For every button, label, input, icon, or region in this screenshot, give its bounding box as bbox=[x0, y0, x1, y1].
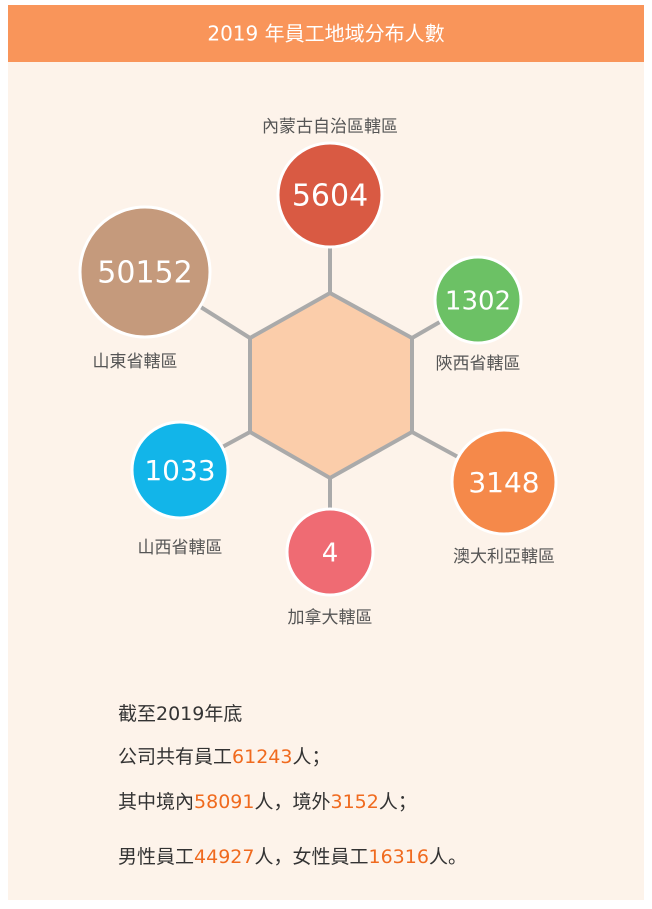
summary-line: 公司共有員工61243人； bbox=[118, 746, 330, 768]
node-value: 50152 bbox=[97, 256, 192, 291]
node-label: 山東省轄區 bbox=[93, 352, 178, 372]
summary: 截至2019年底公司共有員工61243人；其中境內58091人，境外3152人；… bbox=[118, 703, 467, 868]
node-circle bbox=[450, 428, 558, 536]
node-circle bbox=[276, 141, 384, 249]
highlight-number: 58091 bbox=[194, 791, 254, 813]
node-value: 3148 bbox=[468, 466, 539, 499]
summary-text: 人，境外 bbox=[254, 791, 330, 813]
summary-text: 截至2019年底 bbox=[118, 703, 242, 725]
node-circle bbox=[433, 255, 523, 345]
node-value: 1033 bbox=[144, 454, 215, 487]
header-band bbox=[8, 5, 644, 62]
hexagon bbox=[248, 290, 414, 481]
summary-text: 其中境內 bbox=[118, 791, 194, 813]
summary-text: 人； bbox=[292, 746, 330, 768]
nodes: 5604 內蒙古自治區轄區 1302 陝西省轄區 3148 澳大利亞轄區 4 加拿大轄區 103… bbox=[78, 117, 558, 628]
summary-line: 其中境內58091人，境外3152人； bbox=[118, 791, 417, 813]
summary-text: 人。 bbox=[429, 846, 467, 868]
node-label: 澳大利亞轄區 bbox=[453, 547, 555, 567]
highlight-number: 3152 bbox=[330, 791, 378, 813]
summary-text: 公司共有員工 bbox=[118, 746, 232, 768]
summary-line: 男性員工44927人，女性員工16316人。 bbox=[118, 846, 467, 868]
highlight-number: 16316 bbox=[368, 846, 428, 868]
node-circle bbox=[130, 420, 230, 520]
node-value: 4 bbox=[322, 539, 339, 569]
summary-line: 截至2019年底 bbox=[118, 703, 242, 725]
highlight-number: 61243 bbox=[232, 746, 292, 768]
node-label: 山西省轄區 bbox=[138, 538, 223, 558]
summary-text: 男性員工 bbox=[118, 846, 194, 868]
node-label: 陝西省轄區 bbox=[436, 354, 521, 374]
node-circle bbox=[285, 507, 375, 597]
node-label: 內蒙古自治區轄區 bbox=[262, 117, 398, 137]
header-title: 2019 年員工地域分布人數 bbox=[207, 22, 444, 46]
summary-text: 人，女性員工 bbox=[254, 846, 368, 868]
summary-text: 人； bbox=[379, 791, 417, 813]
highlight-number: 44927 bbox=[194, 846, 254, 868]
node-circle bbox=[78, 205, 212, 339]
node-value: 5604 bbox=[292, 179, 368, 214]
node-value: 1302 bbox=[445, 287, 511, 317]
node-label: 加拿大轄區 bbox=[288, 607, 373, 628]
